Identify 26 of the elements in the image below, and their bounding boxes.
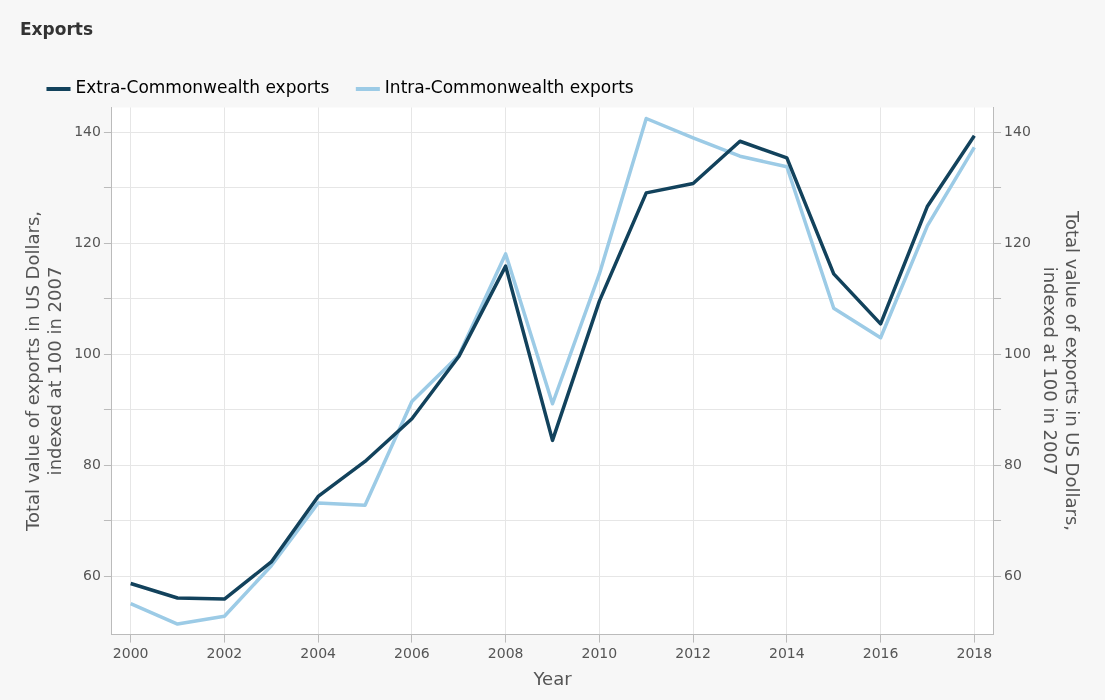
x-tick-label: 2010 <box>581 644 618 661</box>
y2-tick-label: 60 <box>1004 566 1022 583</box>
y2-tick-label: 120 <box>1004 234 1031 250</box>
x-tick-label: 2004 <box>300 644 337 661</box>
x-tick-label: 2000 <box>112 644 149 661</box>
x-tick-label: 2008 <box>487 644 524 661</box>
x-tick-label: 2006 <box>394 644 430 661</box>
y2-tick-label: 140 <box>1004 123 1031 140</box>
y-axis-title: Total value of exports in US Dollars, indexed at 100 in 2007 <box>22 211 66 532</box>
x-axis-title: Year <box>532 667 573 689</box>
chart-title: Exports <box>20 18 94 39</box>
x-tick-label: 2018 <box>956 644 993 661</box>
x-tick-label: 2014 <box>769 644 805 661</box>
legend-label: Extra-Commonwealth exports <box>75 77 330 98</box>
y-tick-label: 60 <box>83 566 101 583</box>
y-tick-label: 140 <box>74 123 101 140</box>
x-tick-label: 2012 <box>675 644 711 661</box>
y-tick-label: 120 <box>74 234 101 250</box>
legend-label: Intra-Commonwealth exports <box>384 77 634 98</box>
y-tick-label: 100 <box>74 344 101 361</box>
y-tick-label: 80 <box>83 455 101 472</box>
x-tick-label: 2016 <box>862 644 899 661</box>
y2-axis-title: Total value of exports in US Dollars, indexed at 100 in 2007 <box>1039 210 1083 531</box>
y2-tick-label: 80 <box>1004 455 1022 472</box>
x-tick-label: 2002 <box>206 644 243 661</box>
y2-tick-label: 100 <box>1004 344 1031 361</box>
